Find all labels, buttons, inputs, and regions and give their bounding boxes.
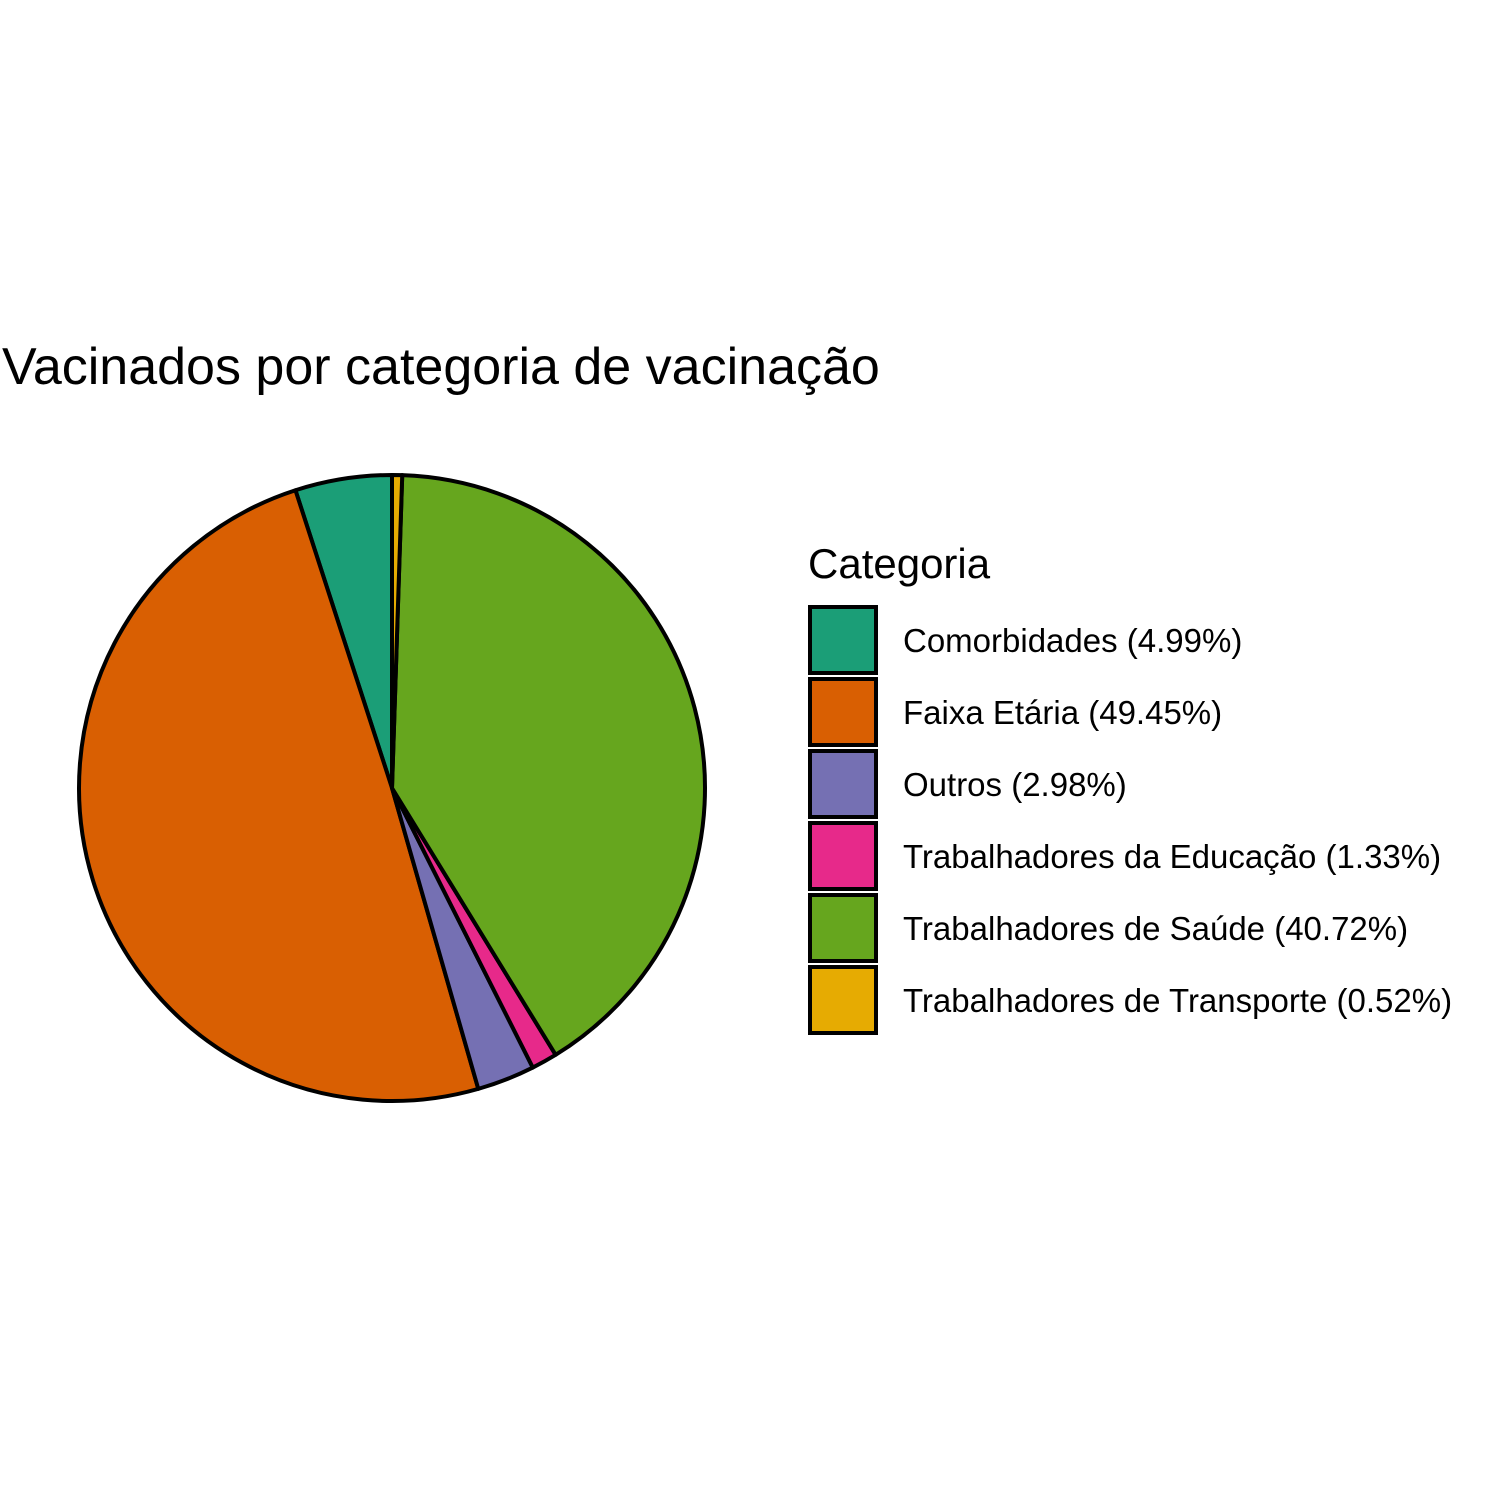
legend-label-1: Faixa Etária (49.45%) xyxy=(903,694,1222,731)
pie-slice-1 xyxy=(77,488,481,1103)
legend-label-0: Comorbidades (4.99%) xyxy=(903,622,1242,659)
legend-label-2: Outros (2.98%) xyxy=(903,766,1127,803)
legend-key-3 xyxy=(808,821,878,891)
pie-slice-5 xyxy=(390,473,405,790)
legend-label-5: Trabalhadores de Transporte (0.52%) xyxy=(903,982,1452,1019)
legend: Comorbidades (4.99%) Faixa Etária (49.45%… xyxy=(808,605,1452,1035)
legend-key-0 xyxy=(808,605,878,675)
legend-label-3: Trabalhadores da Educação (1.33%) xyxy=(903,838,1441,875)
legend-key-5 xyxy=(808,965,878,1035)
legend-key-2 xyxy=(808,749,878,819)
legend-title: Categoria xyxy=(808,540,991,587)
legend-key-1 xyxy=(808,677,878,747)
chart-title: Vacinados por categoria de vacinação xyxy=(2,338,880,396)
legend-label-4: Trabalhadores de Saúde (40.72%) xyxy=(903,910,1408,947)
pie-slice-4 xyxy=(390,473,707,1057)
pie-slices xyxy=(77,473,707,1103)
legend-key-4 xyxy=(808,893,878,963)
